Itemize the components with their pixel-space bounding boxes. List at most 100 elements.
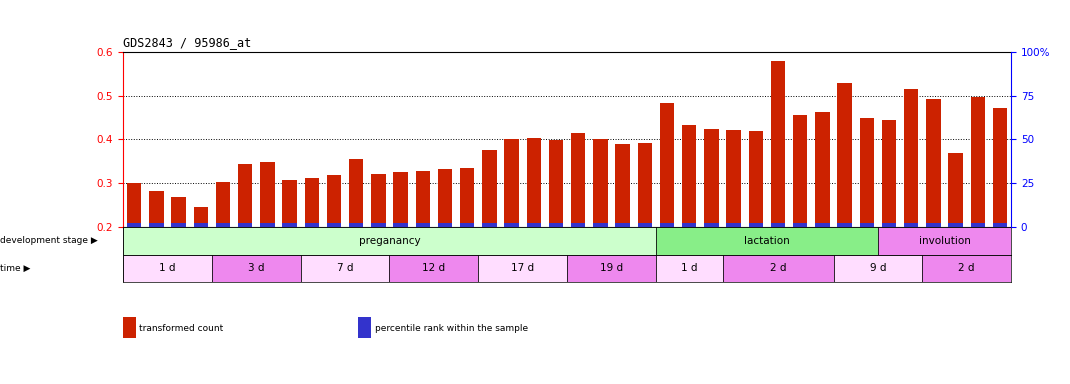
Bar — [727, 223, 740, 227]
Bar — [260, 223, 275, 227]
Bar — [212, 255, 301, 282]
Bar — [815, 223, 829, 227]
Bar — [682, 223, 697, 227]
Text: 19 d: 19 d — [600, 263, 623, 273]
Bar — [483, 151, 496, 227]
Text: time ▶: time ▶ — [0, 264, 30, 273]
Bar — [415, 223, 430, 227]
Bar — [460, 223, 474, 227]
Bar — [859, 223, 874, 227]
Bar — [478, 255, 567, 282]
Bar — [593, 223, 608, 227]
Bar — [927, 99, 941, 227]
Bar — [970, 223, 985, 227]
Bar — [149, 191, 164, 227]
Bar — [859, 118, 874, 227]
Bar — [615, 223, 630, 227]
Bar — [904, 223, 918, 227]
Bar — [349, 159, 364, 227]
Bar — [504, 223, 519, 227]
Bar — [260, 162, 275, 227]
Bar — [282, 223, 296, 227]
Bar — [171, 223, 186, 227]
Bar — [838, 223, 852, 227]
Bar — [793, 115, 808, 227]
Bar — [549, 141, 563, 227]
Bar — [927, 223, 941, 227]
Text: percentile rank within the sample: percentile rank within the sample — [374, 324, 528, 333]
Bar — [904, 89, 918, 227]
Bar — [483, 223, 496, 227]
Bar — [993, 223, 1007, 227]
Text: 3 d: 3 d — [248, 263, 264, 273]
Bar — [371, 223, 385, 227]
Text: preganancy: preganancy — [358, 236, 421, 246]
Text: GDS2843 / 95986_at: GDS2843 / 95986_at — [123, 36, 251, 49]
Bar — [460, 168, 474, 227]
Text: 9 d: 9 d — [870, 263, 886, 273]
Bar — [571, 133, 585, 227]
Bar — [749, 131, 763, 227]
Bar — [877, 227, 1011, 255]
Bar — [349, 223, 364, 227]
Bar — [682, 126, 697, 227]
Bar — [389, 255, 478, 282]
Bar — [638, 142, 652, 227]
Text: 1 d: 1 d — [159, 263, 175, 273]
Bar — [770, 61, 785, 227]
Bar — [656, 255, 722, 282]
Bar — [504, 139, 519, 227]
Bar — [922, 255, 1011, 282]
Bar — [415, 171, 430, 227]
Bar — [194, 223, 208, 227]
Bar — [127, 223, 141, 227]
Text: 7 d: 7 d — [337, 263, 353, 273]
Bar — [326, 175, 341, 227]
Bar — [770, 223, 785, 227]
Text: 2 d: 2 d — [769, 263, 786, 273]
Bar — [749, 223, 763, 227]
Text: 17 d: 17 d — [511, 263, 534, 273]
Bar — [282, 180, 296, 227]
Bar — [882, 223, 897, 227]
Bar — [834, 255, 922, 282]
Bar — [305, 223, 319, 227]
Bar — [526, 223, 541, 227]
Bar — [948, 153, 963, 227]
Bar — [948, 223, 963, 227]
Bar — [123, 227, 656, 255]
Bar — [438, 223, 453, 227]
Bar — [970, 97, 985, 227]
Bar — [567, 255, 656, 282]
Bar — [149, 223, 164, 227]
Bar — [638, 223, 652, 227]
Text: transformed count: transformed count — [139, 324, 224, 333]
Bar — [394, 223, 408, 227]
Bar — [722, 255, 834, 282]
Bar — [123, 255, 212, 282]
Bar — [593, 139, 608, 227]
Bar — [438, 169, 453, 227]
Bar — [301, 255, 389, 282]
Bar — [727, 130, 740, 227]
Bar — [704, 129, 719, 227]
Bar — [704, 223, 719, 227]
Bar — [882, 120, 897, 227]
Bar — [660, 223, 674, 227]
Text: 2 d: 2 d — [959, 263, 975, 273]
Bar — [549, 223, 563, 227]
Bar — [171, 197, 186, 227]
Bar — [526, 138, 541, 227]
Text: involution: involution — [919, 236, 970, 246]
Bar — [656, 227, 878, 255]
Bar — [660, 103, 674, 227]
Text: development stage ▶: development stage ▶ — [0, 237, 97, 245]
Bar — [216, 223, 230, 227]
Bar — [305, 178, 319, 227]
Bar — [194, 207, 208, 227]
Bar — [394, 172, 408, 227]
Bar — [838, 83, 852, 227]
Bar — [127, 183, 141, 227]
Bar — [326, 223, 341, 227]
Bar — [238, 223, 253, 227]
